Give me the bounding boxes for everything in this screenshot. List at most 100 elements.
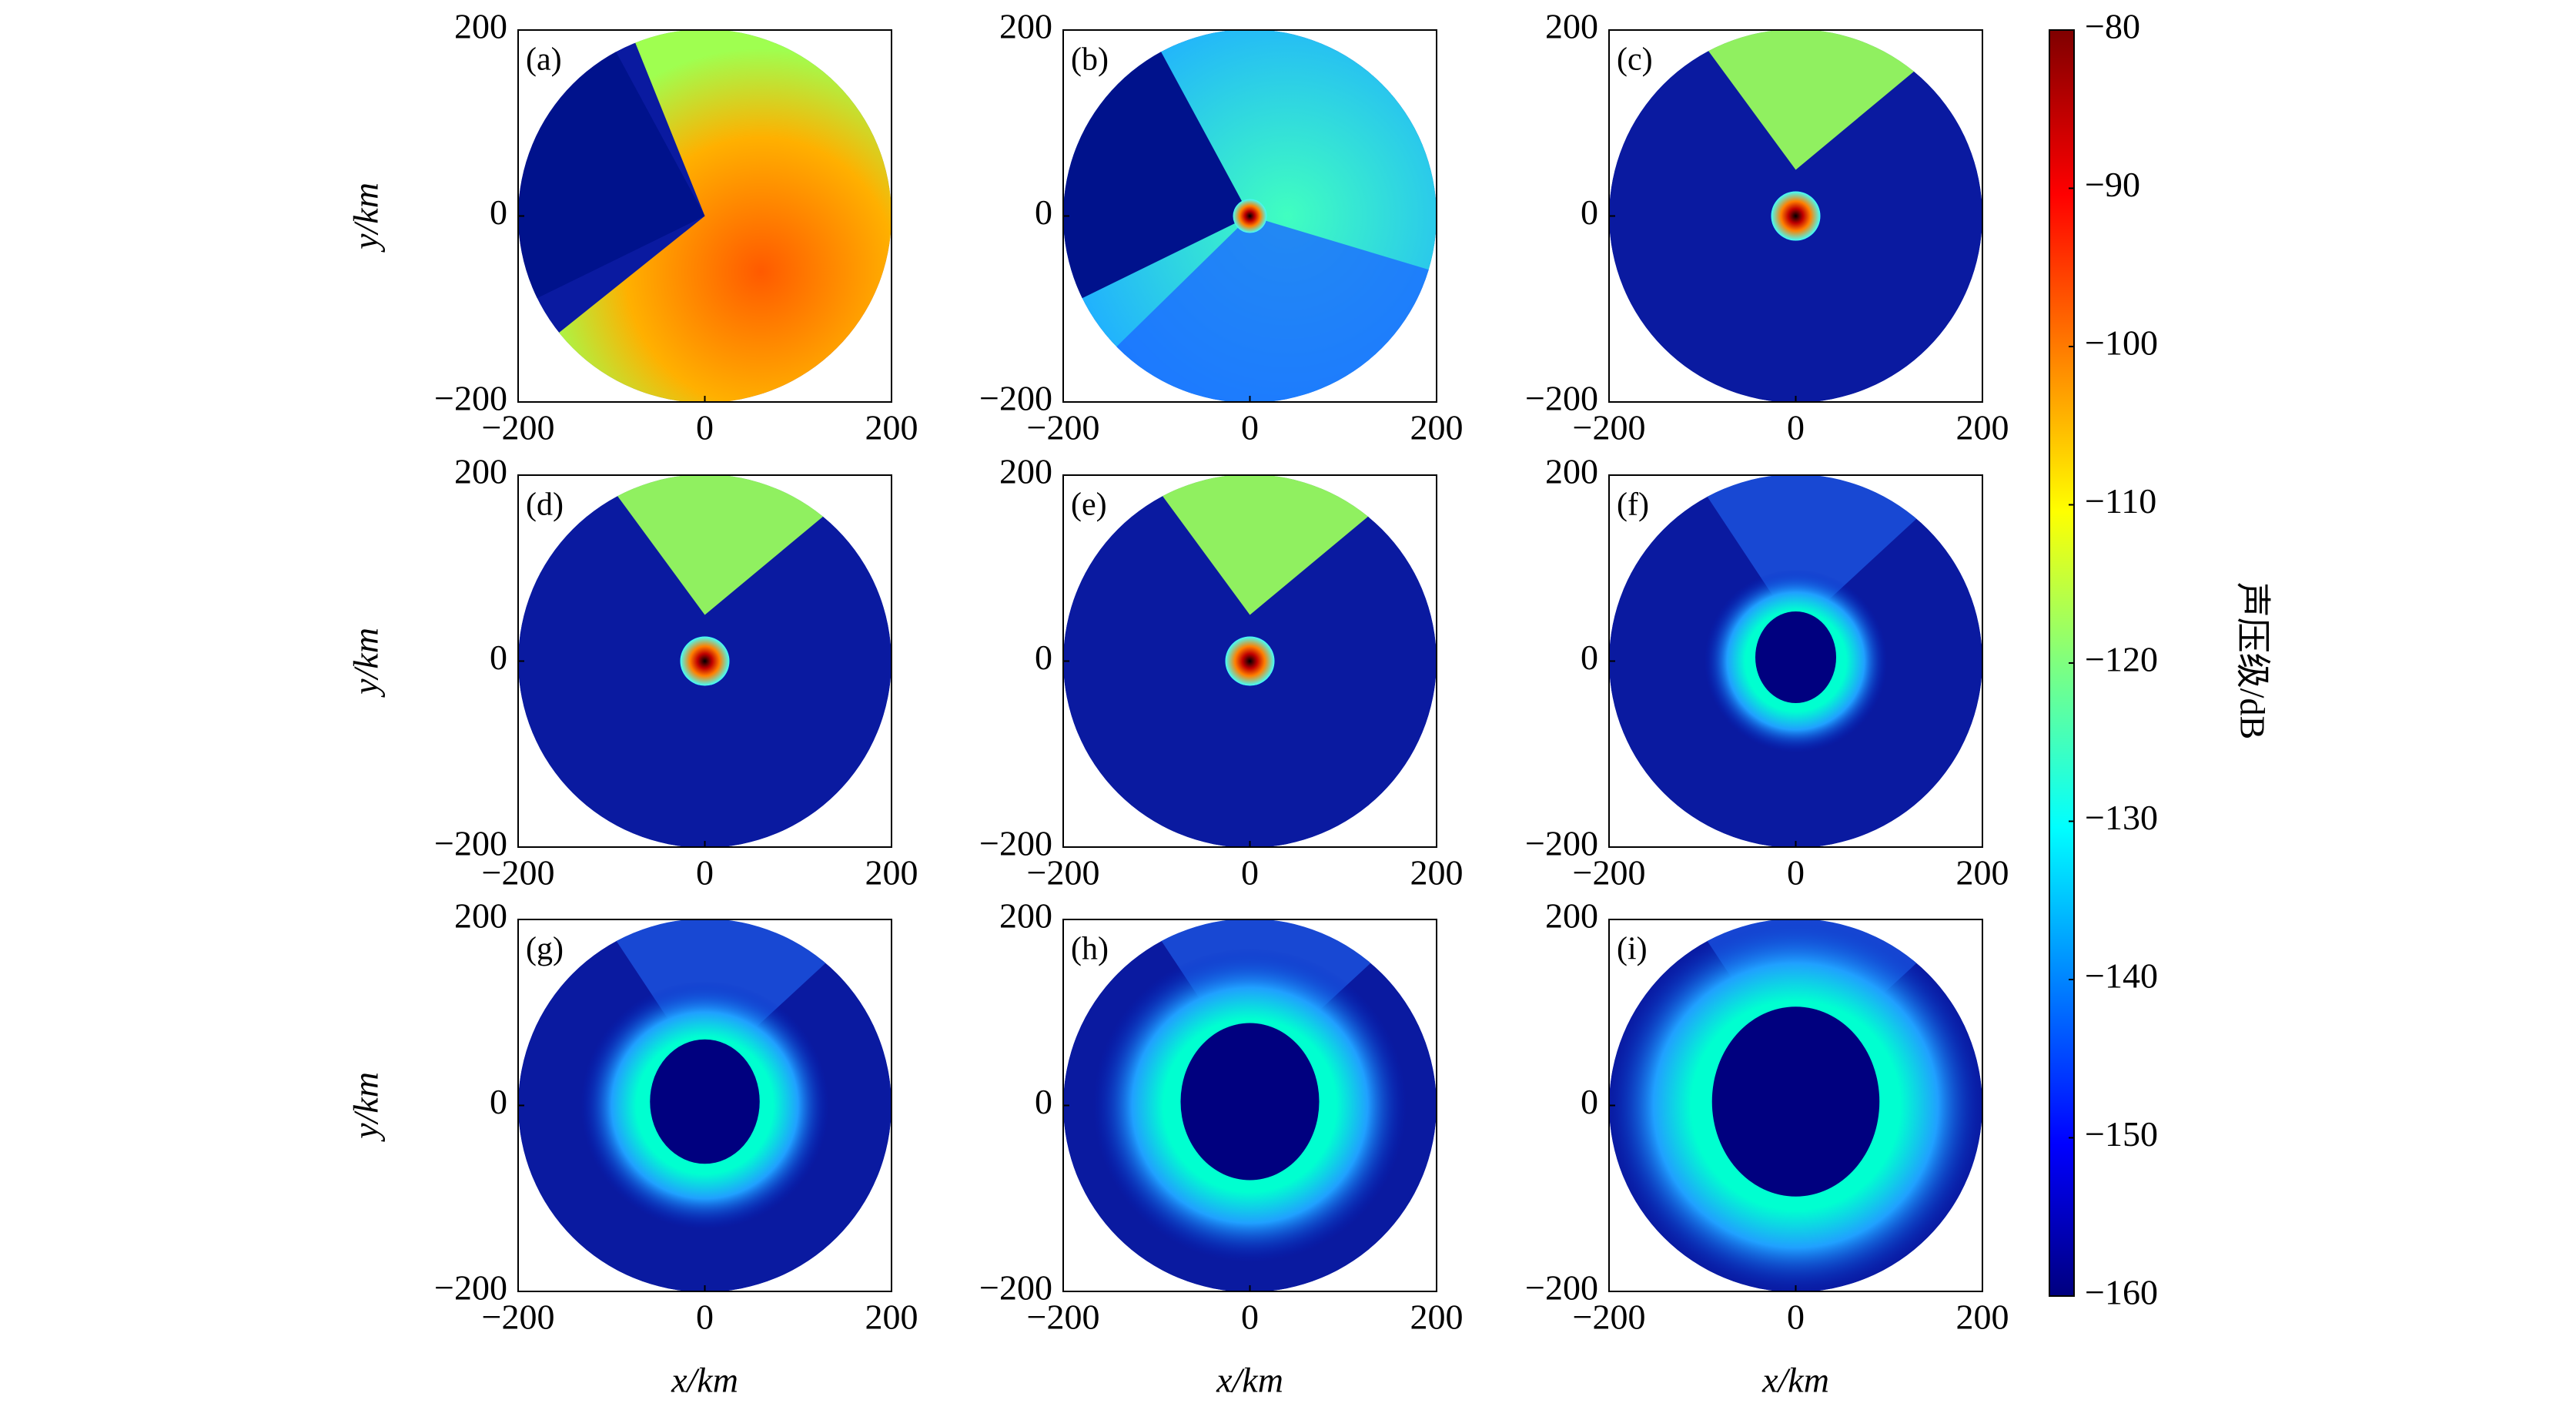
panel: (g) −200 0 200 −200 0 200 y/km x/km (346, 896, 918, 1400)
y-tick-label: 0 (490, 193, 507, 232)
spot (1771, 191, 1821, 241)
field (518, 919, 892, 1292)
shadow (1063, 29, 1250, 310)
x-tick-label: 0 (1241, 853, 1259, 893)
y-tick-label: 200 (454, 896, 507, 936)
spot (1233, 199, 1267, 233)
x-tick-label: 0 (696, 408, 714, 447)
panel-label: (d) (526, 487, 564, 523)
shadow (518, 29, 705, 310)
x-tick-label: 200 (1410, 1298, 1464, 1337)
y-tick-label: 200 (999, 896, 1052, 936)
y-tick-label: 200 (454, 7, 507, 46)
x-tick-label: −200 (1573, 408, 1646, 447)
y-tick-label: −200 (434, 824, 507, 863)
panel-label: (b) (1071, 42, 1109, 78)
colorbar-tick-label: −160 (2085, 1273, 2158, 1312)
y-axis-label: y/km (346, 1072, 386, 1142)
top (602, 475, 873, 615)
y-tick-label: −200 (1525, 1268, 1598, 1308)
y-tick-label: −200 (979, 1268, 1052, 1308)
colorbar-tick-label: −100 (2085, 323, 2158, 363)
panel: (c) −200 0 200 −200 0 200 (1525, 7, 2009, 447)
y-tick-label: 0 (1035, 193, 1052, 232)
x-tick-label: 0 (1241, 1298, 1259, 1337)
panel: (i) −200 0 200 −200 0 200 x/km (1525, 896, 2009, 1400)
panel-label: (c) (1617, 42, 1653, 78)
x-tick-label: −200 (1027, 853, 1100, 893)
y-tick-label: −200 (1525, 824, 1598, 863)
hole (1711, 1006, 1880, 1197)
top (1147, 475, 1418, 615)
panel-label: (h) (1071, 932, 1109, 967)
y-tick-label: 200 (1545, 452, 1598, 491)
x-tick-label: 200 (865, 408, 918, 447)
x-axis-label: x/km (1216, 1361, 1283, 1400)
field (1609, 919, 1982, 1292)
panel: (h) −200 0 200 −200 0 200 x/km (979, 896, 1463, 1400)
x-tick-label: 200 (1956, 408, 2009, 447)
y-tick-label: 0 (490, 638, 507, 677)
y-tick-label: 0 (1581, 1082, 1598, 1121)
panel: (e) −200 0 200 −200 0 200 (979, 452, 1463, 893)
colorbar-tick-label: −130 (2085, 798, 2158, 837)
spot (1225, 636, 1275, 686)
x-tick-label: −200 (482, 853, 555, 893)
colorbar-label: 声压级/dB (2233, 582, 2272, 739)
y-tick-label: −200 (979, 379, 1052, 418)
colorbar (2049, 29, 2075, 1297)
lower (1063, 216, 1437, 403)
x-tick-label: 0 (696, 1298, 714, 1337)
field (518, 29, 892, 403)
y-tick-label: −200 (1525, 379, 1598, 418)
x-tick-label: 200 (865, 853, 918, 893)
panel-label: (a) (526, 42, 562, 78)
colorbar-tick-label: −90 (2085, 165, 2140, 204)
spot (680, 636, 730, 686)
x-tick-label: −200 (1027, 1298, 1100, 1337)
panel-label: (i) (1617, 932, 1648, 967)
top (1693, 30, 1964, 170)
y-tick-label: 200 (1545, 7, 1598, 46)
x-tick-label: 0 (1787, 408, 1805, 447)
x-tick-label: −200 (1573, 1298, 1646, 1337)
y-tick-label: 200 (1545, 896, 1598, 936)
panel-label: (g) (526, 932, 564, 967)
x-tick-label: 200 (1410, 853, 1464, 893)
y-tick-label: 0 (1581, 638, 1598, 677)
x-axis-label: x/km (671, 1361, 738, 1400)
panel: (f) −200 0 200 −200 0 200 (1525, 452, 2009, 893)
panel: (d) −200 0 200 −200 0 200 y/km (346, 452, 918, 893)
x-tick-label: 200 (865, 1298, 918, 1337)
colorbar-tick-label: −110 (2085, 481, 2156, 521)
x-tick-label: −200 (482, 408, 555, 447)
x-axis-label: x/km (1761, 1361, 1829, 1400)
panel: (a) −200 0 200 −200 0 200 y/km (346, 7, 918, 447)
y-tick-label: 200 (999, 7, 1052, 46)
y-tick-label: 0 (1035, 1082, 1052, 1121)
field (518, 474, 892, 848)
x-tick-label: 200 (1956, 853, 2009, 893)
x-tick-label: −200 (482, 1298, 555, 1337)
panel-label: (f) (1617, 487, 1649, 523)
x-tick-label: −200 (1573, 853, 1646, 893)
x-tick-label: 200 (1410, 408, 1464, 447)
y-tick-label: −200 (434, 1268, 507, 1308)
y-axis-label: y/km (346, 183, 386, 253)
y-axis-label: y/km (346, 628, 386, 698)
x-tick-label: 0 (696, 853, 714, 893)
field (1063, 474, 1437, 848)
field (1063, 919, 1437, 1292)
panel: (b) −200 0 200 −200 0 200 (979, 7, 1463, 447)
y-tick-label: 200 (999, 452, 1052, 491)
x-tick-label: 0 (1787, 1298, 1805, 1337)
y-tick-label: 0 (490, 1082, 507, 1121)
y-tick-label: 200 (454, 452, 507, 491)
y-tick-label: −200 (434, 379, 507, 418)
panel-label: (e) (1071, 487, 1107, 523)
top (1693, 475, 1964, 631)
hole (650, 1039, 760, 1164)
x-tick-label: −200 (1027, 408, 1100, 447)
x-tick-label: 0 (1241, 408, 1259, 447)
